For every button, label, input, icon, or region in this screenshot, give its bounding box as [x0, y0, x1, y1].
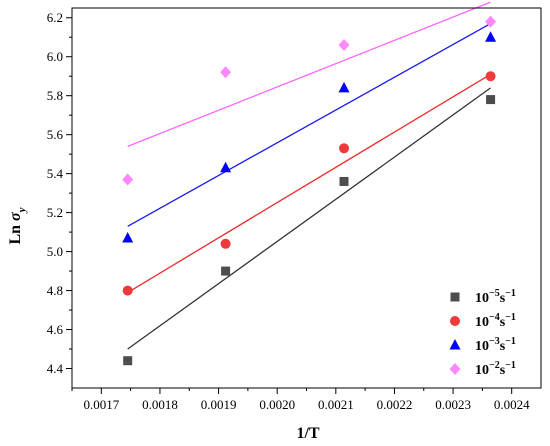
x-tick-label-6: 0.0022 [377, 397, 413, 412]
x-tick-label-5: 0.0021 [318, 397, 354, 412]
legend-label-3: 10−3s−1 [475, 336, 516, 354]
legend-marker-4 [449, 363, 461, 375]
legend-label-1: 10−5s−1 [475, 288, 516, 306]
fit-line-series-2 [127, 73, 491, 294]
data-point-series-2-4 [485, 71, 496, 82]
data-point-series-4-1 [122, 173, 134, 186]
data-point-series-3-3 [338, 81, 350, 93]
data-point-series-1-4 [486, 95, 496, 105]
x-tick-label-3: 0.0019 [201, 397, 237, 412]
y-tick-label-7: 5.6 [47, 127, 64, 142]
x-tick-label-8: 0.0024 [494, 397, 530, 412]
y-tick-label-1: 4.4 [47, 361, 64, 376]
legend-marker-2 [450, 316, 460, 326]
data-point-series-3-1 [122, 231, 134, 243]
y-tick-label-6: 5.4 [47, 166, 64, 181]
x-tick-label-1: 0.0017 [83, 397, 119, 412]
plot-area [122, 1, 497, 366]
fit-line-series-3 [127, 23, 491, 227]
legend-label-2: 10−4s−1 [475, 312, 516, 330]
fit-line-series-1 [127, 87, 491, 350]
y-axis-title-symbol: σ [7, 212, 24, 221]
legend-label-4: 10−2s−1 [475, 360, 516, 378]
x-tick-label-7: 0.0023 [435, 397, 471, 412]
x-axis-title: 1/T [296, 425, 319, 442]
y-tick-label-2: 4.6 [47, 322, 64, 337]
y-tick-label-9: 6.0 [47, 49, 63, 64]
y-axis-title: Ln σy [7, 207, 28, 244]
data-point-series-1-3 [339, 176, 349, 186]
fit-line-series-4 [127, 1, 491, 147]
x-tick-label-2: 0.0018 [142, 397, 178, 412]
data-point-series-4-2 [220, 66, 232, 79]
x-tick-label-4: 0.0020 [259, 397, 295, 412]
legend: 10−5s−1 10−4s−1 10−3s−1 10−2s−1 [449, 288, 516, 378]
data-point-series-3-4 [485, 31, 497, 42]
legend-marker-1 [450, 292, 460, 302]
data-point-series-1-1 [123, 356, 133, 366]
plot-frame [71, 7, 542, 389]
data-point-series-4-4 [485, 15, 497, 28]
y-axis-title-subscript: y [16, 207, 28, 214]
data-point-series-2-1 [122, 285, 133, 296]
y-tick-label-5: 5.2 [47, 205, 63, 220]
data-point-series-2-3 [339, 143, 350, 154]
data-point-series-3-2 [220, 161, 232, 173]
data-point-series-4-3 [338, 39, 350, 52]
data-point-series-1-2 [221, 266, 231, 276]
y-tick-label-4: 5.0 [47, 244, 63, 259]
y-axis-title-main: Ln [7, 221, 24, 245]
axes: 0.0017 0.0018 0.0019 0.0020 0.0021 0.0022 0.00… [47, 7, 542, 412]
legend-marker-3 [449, 339, 461, 350]
data-point-series-2-2 [220, 238, 231, 249]
y-tick-label-8: 5.8 [47, 88, 63, 103]
y-tick-label-10: 6.2 [47, 10, 63, 25]
y-tick-label-3: 4.8 [47, 283, 63, 298]
